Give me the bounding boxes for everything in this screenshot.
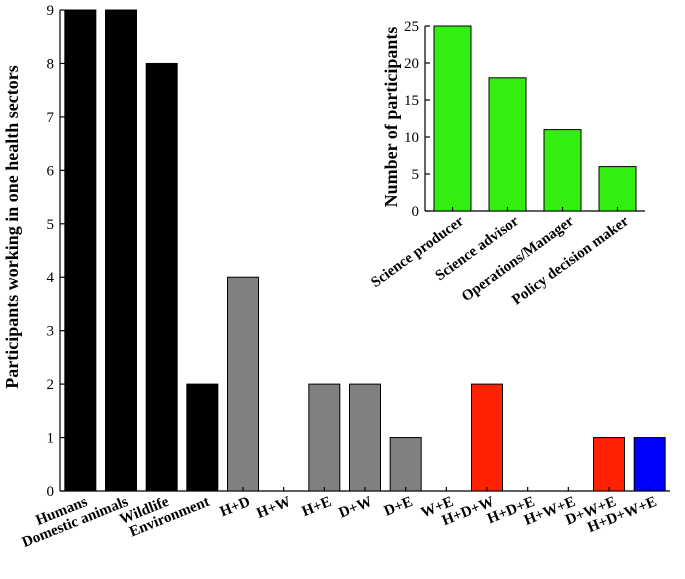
- main-y-tick-label: 2: [47, 377, 55, 393]
- inset-x-tick-label: Science producer: [368, 213, 467, 291]
- main-y-tick-label: 0: [47, 484, 55, 500]
- main-x-tick-label: D+W: [337, 494, 375, 522]
- inset-y-axis-label: Number of participants: [381, 27, 401, 208]
- main-bar-d-e: [389, 437, 422, 492]
- main-bar-h-d-w-e: [633, 437, 666, 492]
- main-bar-d-w: [349, 383, 381, 492]
- inset-bar-operations-manager: [543, 129, 582, 212]
- main-y-tick-label: 1: [47, 431, 55, 447]
- main-y-tick-label: 4: [47, 270, 55, 286]
- inset-bar-science-producer: [433, 25, 472, 212]
- inset-y-tick-label: 15: [404, 93, 419, 109]
- main-x-tick-label: H+D: [218, 494, 253, 521]
- main-x-tick-label: H+W: [255, 494, 294, 522]
- main-bar-h-e: [308, 383, 341, 492]
- main-x-tick-label: H+E: [300, 494, 334, 520]
- inset-bar-science-advisor: [488, 77, 527, 212]
- inset-y-tick-label: 5: [412, 167, 420, 183]
- inset-bar-policy-decision-maker: [598, 166, 637, 212]
- main-y-tick-label: 3: [47, 324, 55, 340]
- main-y-tick-label: 6: [47, 163, 55, 179]
- main-y-tick-label: 8: [47, 56, 55, 72]
- main-bar-h-d: [227, 276, 259, 492]
- inset-y-tick-label: 10: [404, 130, 419, 146]
- main-bar-chart: Participants working in one health secto…: [2, 3, 670, 551]
- main-bar-h-d-w: [471, 383, 503, 492]
- main-y-tick-label: 5: [47, 217, 55, 233]
- main-y-tick-label: 9: [47, 3, 55, 19]
- main-y-axis-label: Participants working in one health secto…: [2, 65, 22, 389]
- main-bar-humans: [64, 9, 97, 492]
- inset-bar-chart: Number of participants 0 5 10 15 20 25 Science…: [368, 19, 645, 309]
- inset-y-tick-label: 20: [404, 56, 419, 72]
- main-bar-d-w-e: [593, 437, 625, 492]
- inset-y-tick-label: 25: [404, 19, 419, 35]
- main-x-tick-label: D+E: [382, 494, 415, 520]
- main-bar-wildlife: [145, 62, 178, 492]
- main-bar-environment: [186, 383, 219, 492]
- inset-y-tick-label: 0: [412, 204, 420, 220]
- main-y-tick-label: 7: [47, 110, 55, 126]
- main-bar-domestic-animals: [105, 9, 137, 492]
